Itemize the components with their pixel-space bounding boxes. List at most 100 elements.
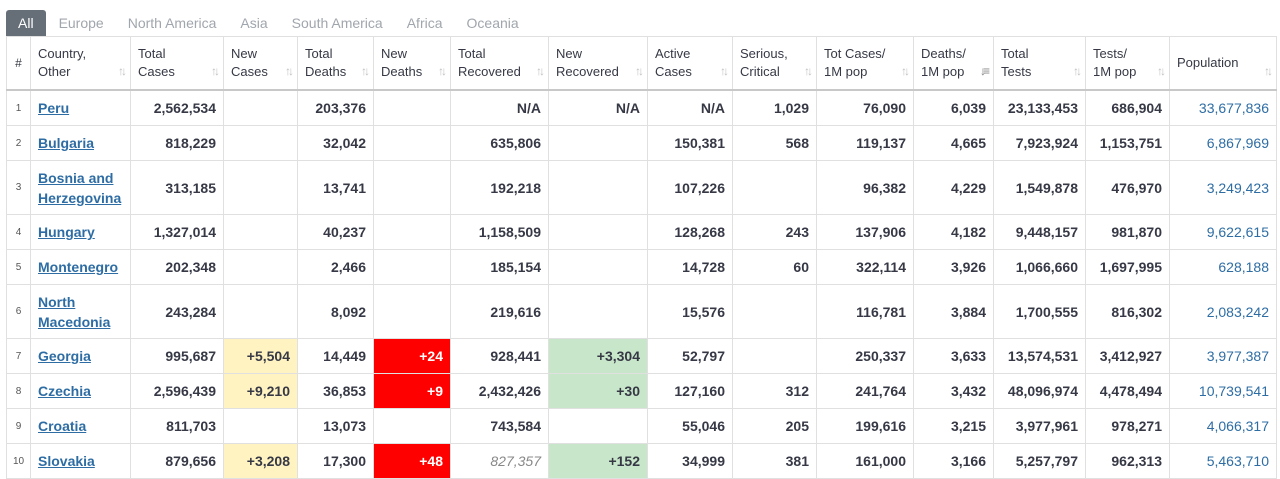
column-header-new-deaths[interactable]: New Deaths ↑↓	[373, 36, 451, 91]
cell-new-recovered	[548, 249, 648, 285]
sort-icon[interactable]: ↑↓	[1264, 64, 1273, 78]
cell-population: 3,249,423	[1169, 160, 1277, 215]
column-header-population[interactable]: Population ↑↓	[1169, 36, 1277, 91]
cell-new-cases	[223, 408, 298, 444]
tab-europe[interactable]: Europe	[58, 15, 104, 31]
cell-total-deaths: 32,042	[297, 125, 374, 161]
cell-total-deaths: 2,466	[297, 249, 374, 285]
column-header-label: Population	[1177, 55, 1239, 70]
country-link[interactable]: Bosnia and Herzegovina	[38, 169, 122, 206]
tab-south-america[interactable]: South America	[291, 15, 383, 31]
country-link[interactable]: Croatia	[38, 418, 87, 434]
region-tabs: All Europe North America Asia South Amer…	[6, 10, 532, 36]
cell-total-deaths: 36,853	[297, 373, 374, 409]
sort-icon[interactable]: ↑↓	[901, 64, 910, 78]
cell-new-recovered: +3,304	[548, 338, 648, 374]
column-header-active-cases[interactable]: Active Cases ↑↓	[647, 36, 733, 91]
cell-country: Hungary	[30, 214, 131, 250]
cell-population: 2,083,242	[1169, 284, 1277, 339]
sort-icon[interactable]: ↑↓	[361, 64, 370, 78]
column-header-serious-critical[interactable]: Serious, Critical ↑↓	[732, 36, 817, 91]
column-header-tests-1m[interactable]: Tests/ 1M pop ↑↓	[1085, 36, 1170, 91]
sort-icon[interactable]: ↑↓	[118, 64, 127, 78]
column-header-label: Tot Cases/ 1M pop	[824, 46, 886, 79]
column-header-new-recovered[interactable]: New Recovered ↑↓	[548, 36, 648, 91]
cell-serious-critical: 60	[732, 249, 817, 285]
column-header-tot-cases-1m[interactable]: Tot Cases/ 1M pop ↑↓	[816, 36, 914, 91]
sort-icon[interactable]: ↑↓	[285, 64, 294, 78]
sort-icon[interactable]: ↑↓	[635, 64, 644, 78]
table-row: 1 Peru 2,562,534 203,376 N/A N/A N/A 1,029 76,09…	[6, 89, 1277, 126]
cell-deaths-1m: 3,215	[913, 408, 994, 444]
cell-country: Bosnia and Herzegovina	[30, 160, 131, 215]
cell-total-tests: 13,574,531	[993, 338, 1086, 374]
country-link[interactable]: Slovakia	[38, 453, 95, 469]
country-link[interactable]: Bulgaria	[38, 135, 95, 151]
sort-icon[interactable]: ↑↓	[804, 64, 813, 78]
cell-population: 6,867,969	[1169, 125, 1277, 161]
cell-total-recovered: 827,357	[450, 443, 549, 479]
tab-north-america[interactable]: North America	[127, 15, 217, 31]
cell-new-cases	[223, 160, 298, 215]
cell-new-recovered	[548, 160, 648, 215]
column-header-label: Active Cases	[655, 46, 692, 79]
column-header-total-deaths[interactable]: Total Deaths ↑↓	[297, 36, 374, 91]
cell-new-recovered	[548, 214, 648, 250]
cell-active-cases: 15,576	[647, 284, 733, 339]
column-header-label: New Recovered	[556, 46, 619, 79]
column-header-label: Total Cases	[138, 46, 175, 79]
country-link[interactable]: Hungary	[38, 224, 95, 240]
sort-descending-icon[interactable]: ↓≡	[979, 64, 990, 78]
column-header-deaths-1m[interactable]: Deaths/ 1M pop ↓≡	[913, 36, 994, 91]
tab-all[interactable]: All	[6, 10, 46, 36]
cell-deaths-1m: 3,432	[913, 373, 994, 409]
country-link[interactable]: Peru	[38, 100, 70, 116]
column-header-label: Total Tests	[1001, 46, 1032, 79]
tab-oceania[interactable]: Oceania	[466, 15, 519, 31]
column-header-label: New Deaths	[381, 46, 423, 79]
cell-country: Bulgaria	[30, 125, 131, 161]
cell-active-cases: 34,999	[647, 443, 733, 479]
column-header-country[interactable]: Country, Other ↑↓	[30, 36, 131, 91]
cell-new-recovered: +30	[548, 373, 648, 409]
sort-icon[interactable]: ↑↓	[438, 64, 447, 78]
column-header-total-recovered[interactable]: Total Recovered ↑↓	[450, 36, 549, 91]
sort-icon[interactable]: ↑↓	[536, 64, 545, 78]
table-row: 3 Bosnia and Herzegovina 313,185 13,741 192,…	[6, 160, 1277, 215]
cell-total-deaths: 14,449	[297, 338, 374, 374]
cell-tests-1m: 978,271	[1085, 408, 1170, 444]
cell-new-deaths	[373, 125, 451, 161]
column-header-total-cases[interactable]: Total Cases ↑↓	[130, 36, 224, 91]
sort-icon[interactable]: ↑↓	[720, 64, 729, 78]
sort-icon[interactable]: ↑↓	[1073, 64, 1082, 78]
cell-deaths-1m: 4,182	[913, 214, 994, 250]
cell-active-cases: 107,226	[647, 160, 733, 215]
tab-africa[interactable]: Africa	[406, 15, 443, 31]
cell-total-cases: 202,348	[130, 249, 224, 285]
country-link[interactable]: Georgia	[38, 348, 91, 364]
cell-country: Peru	[30, 89, 131, 126]
column-header-total-tests[interactable]: Total Tests ↑↓	[993, 36, 1086, 91]
cell-new-cases	[223, 125, 298, 161]
cell-country: Montenegro	[30, 249, 131, 285]
sort-icon[interactable]: ↑↓	[1157, 64, 1166, 78]
cell-serious-critical: 205	[732, 408, 817, 444]
cell-tot-cases-1m: 161,000	[816, 443, 914, 479]
cell-new-cases: +3,208	[223, 443, 298, 479]
country-link[interactable]: Montenegro	[38, 259, 119, 275]
country-link[interactable]: North Macedonia	[38, 293, 111, 330]
cell-deaths-1m: 3,884	[913, 284, 994, 339]
cell-new-cases	[223, 249, 298, 285]
column-header-label: #	[15, 56, 22, 70]
table-row: 9 Croatia 811,703 13,073 743,584 55,046 205 199…	[6, 408, 1277, 444]
sort-icon[interactable]: ↑↓	[211, 64, 220, 78]
country-link[interactable]: Czechia	[38, 383, 91, 399]
cell-active-cases: 52,797	[647, 338, 733, 374]
cell-total-recovered: 185,154	[450, 249, 549, 285]
cell-tests-1m: 1,153,751	[1085, 125, 1170, 161]
column-header-label: Country, Other	[38, 46, 87, 79]
column-header-new-cases[interactable]: New Cases ↑↓	[223, 36, 298, 91]
cell-total-deaths: 13,073	[297, 408, 374, 444]
tab-asia[interactable]: Asia	[240, 15, 268, 31]
cell-new-recovered	[548, 125, 648, 161]
